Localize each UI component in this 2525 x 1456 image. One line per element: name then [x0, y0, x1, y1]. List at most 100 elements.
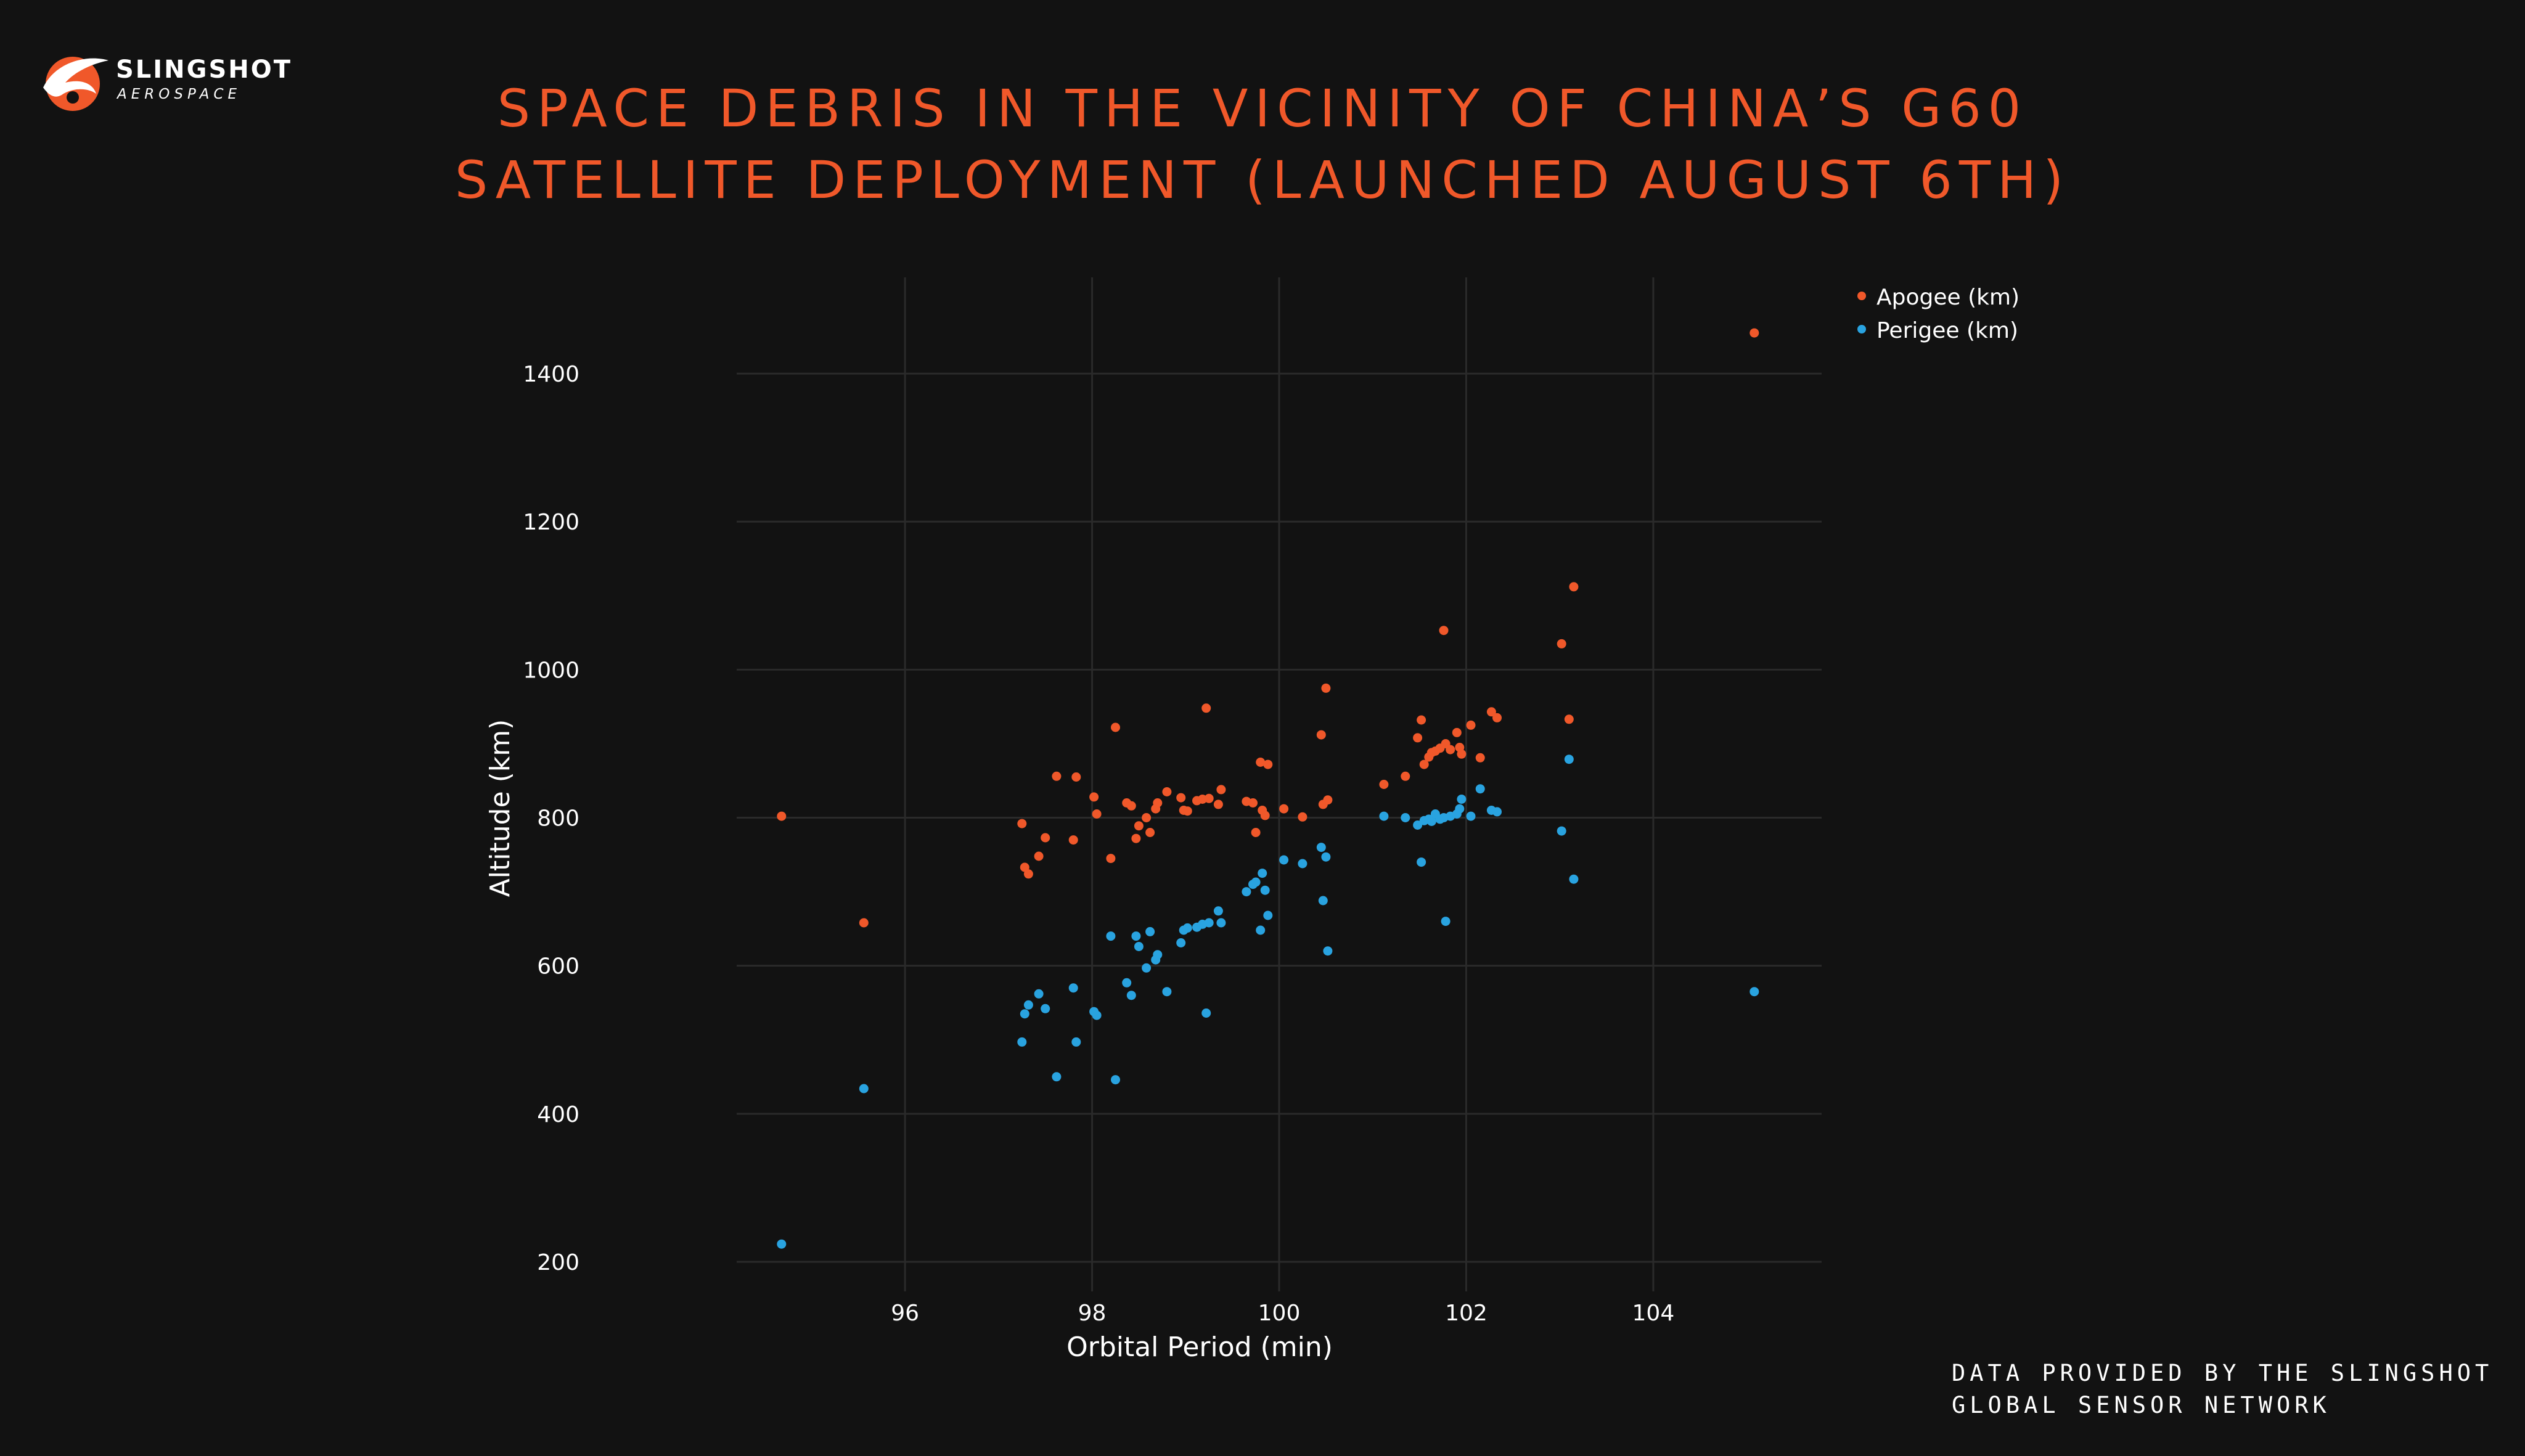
legend-label[interactable]: Perigee (km)	[1876, 318, 2018, 343]
apogee-point	[1216, 785, 1226, 795]
apogee-point	[1017, 819, 1027, 828]
x-tick-label: 98	[1078, 1301, 1107, 1326]
apogee-point	[1323, 795, 1333, 805]
slingshot-swoosh-icon	[43, 57, 108, 111]
apogee-point	[1446, 745, 1455, 755]
perigee-point	[1126, 991, 1136, 1000]
apogee-point	[1023, 869, 1033, 879]
apogee-point	[1256, 758, 1266, 767]
perigee-point	[1564, 755, 1574, 764]
apogee-point	[1316, 730, 1326, 740]
apogee-point	[1092, 809, 1102, 819]
grid	[737, 277, 1822, 1291]
perigee-point	[777, 1239, 787, 1249]
perigee-point	[1466, 811, 1476, 821]
apogee-point	[859, 918, 869, 928]
apogee-point	[1251, 828, 1261, 837]
perigee-point	[1279, 855, 1289, 865]
brand-logo: SLINGSHOT AEROSPACE	[37, 44, 302, 118]
perigee-point	[1176, 938, 1186, 947]
apogee-point	[1204, 793, 1214, 803]
apogee-point	[1466, 720, 1476, 730]
perigee-point	[1162, 987, 1172, 997]
chart-title-line-2: SATELLITE DEPLOYMENT (LAUNCHED AUGUST 6T…	[454, 150, 2071, 210]
perigee-point	[1441, 917, 1451, 926]
apogee-point	[1176, 793, 1186, 803]
perigee-point	[1251, 877, 1261, 887]
apogee-point	[1034, 851, 1044, 861]
perigee-point	[1413, 820, 1423, 830]
apogee-point	[1749, 328, 1759, 338]
apogee-point	[1263, 759, 1273, 769]
perigee-point	[1569, 874, 1579, 884]
apogee-point	[1162, 787, 1172, 796]
perigee-point	[1323, 946, 1333, 956]
apogee-point	[1213, 800, 1223, 809]
perigee-point	[1142, 963, 1152, 973]
perigee-point	[1321, 852, 1331, 862]
apogee-point	[1182, 806, 1192, 816]
apogee-point	[1248, 798, 1258, 808]
perigee-point	[1379, 811, 1389, 821]
perigee-point	[1092, 1010, 1102, 1020]
apogee-point	[1145, 828, 1155, 837]
perigee-point	[859, 1084, 869, 1094]
apogee-point	[1564, 714, 1574, 724]
apogee-point	[1131, 833, 1141, 843]
apogee-point	[1321, 683, 1331, 693]
legend-marker	[1857, 325, 1866, 333]
apogee-point	[1475, 753, 1485, 763]
legend-label[interactable]: Apogee (km)	[1876, 285, 2020, 310]
y-tick-label: 200	[537, 1250, 579, 1275]
axes: 96 98 100 102 104 200 400 600 800 1000 1200 1400	[523, 362, 1674, 1326]
perigee-point	[1071, 1037, 1081, 1047]
perigee-point	[1749, 987, 1759, 997]
perigee-point	[1111, 1075, 1120, 1085]
apogee-point	[1201, 703, 1211, 713]
apogee-point	[1413, 733, 1423, 743]
x-tick-label: 104	[1632, 1301, 1675, 1326]
apogee-point	[1068, 835, 1078, 845]
perigee-point	[1153, 950, 1163, 960]
apogee-point	[1379, 780, 1389, 789]
perigee-point	[1122, 978, 1132, 988]
apogee-point	[1557, 639, 1566, 648]
perigee-point	[1201, 1008, 1211, 1018]
perigee-point	[1213, 906, 1223, 916]
perigee-point	[1145, 926, 1155, 936]
apogee-point	[1492, 713, 1502, 722]
apogee-point	[1052, 771, 1062, 781]
apogee-point	[1569, 582, 1579, 592]
y-tick-label: 400	[537, 1102, 579, 1127]
x-axis-label: Orbital Period (min)	[1066, 1331, 1333, 1363]
perigee-point	[1182, 923, 1192, 933]
y-tick-label: 1000	[523, 658, 579, 683]
perigee-point	[1492, 807, 1502, 817]
apogee-point	[1089, 792, 1099, 802]
apogee-point	[1486, 707, 1496, 717]
perigee-point	[1258, 869, 1267, 878]
brand-subtitle: AEROSPACE	[117, 86, 241, 102]
apogee-point	[1041, 833, 1050, 843]
y-tick-label: 800	[537, 806, 579, 832]
chart-title: SPACE DEBRIS IN THE VICINITY OF CHINA’S …	[0, 73, 2525, 216]
apogee-point	[1457, 749, 1467, 759]
apogee-point	[1439, 626, 1449, 636]
apogee-point	[1298, 812, 1308, 822]
legend-marker	[1857, 292, 1866, 300]
x-tick-label: 100	[1258, 1301, 1301, 1326]
y-tick-label: 600	[537, 954, 579, 980]
legend: Apogee (km) Perigee (km)	[1857, 285, 2020, 343]
perigee-point	[1263, 910, 1273, 920]
apogee-point	[1111, 722, 1120, 732]
perigee-point	[1455, 804, 1465, 814]
perigee-point	[1316, 843, 1326, 853]
perigee-point	[1298, 859, 1308, 869]
apogee-point	[1401, 771, 1410, 781]
perigee-point	[1106, 931, 1116, 941]
perigee-point	[1216, 918, 1226, 928]
perigee-point	[1242, 887, 1251, 897]
data-source-line-1: DATA PROVIDED BY THE SLINGSHOT	[1952, 1360, 2494, 1386]
perigee-point	[1041, 1004, 1050, 1013]
